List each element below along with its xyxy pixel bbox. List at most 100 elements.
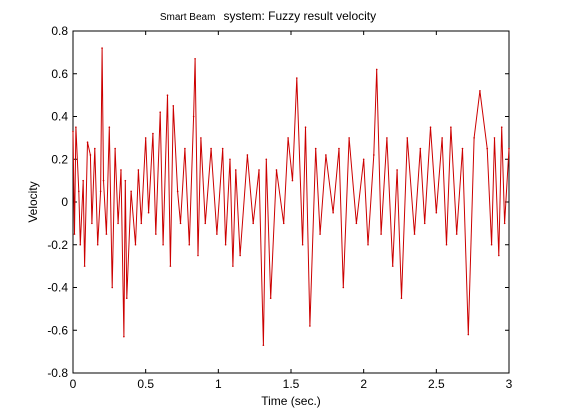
data-point [120,169,122,171]
data-point [498,254,500,257]
data-point [441,137,443,139]
data-point [332,211,334,214]
data-point [269,297,272,299]
data-point [486,147,489,150]
data-point [210,147,212,150]
data-point [101,47,103,49]
x-tick-label: 1 [215,377,222,391]
data-point [111,286,114,289]
y-tick-label: -0.8 [47,366,68,380]
data-point [265,158,268,161]
data-point [348,137,350,139]
x-axis-ticks: 0 0.5 1 1.5 2 2.5 3 [70,31,513,391]
data-point [140,222,143,225]
data-point [493,137,496,139]
data-point [184,147,186,150]
data-point [419,147,422,150]
series-layer [72,47,510,347]
data-point [258,169,260,171]
data-point [429,126,432,128]
data-point [134,243,137,246]
chart-title: Smart Beam system: Fuzzy result velocity [160,7,376,24]
data-point [461,147,464,150]
data-point [152,132,154,135]
y-axis-ticks: -0.8 -0.6 -0.4 -0.2 0 0.2 0.4 0.6 0.8 [47,24,509,380]
data-point [386,137,388,139]
data-point [500,126,503,128]
data-point [155,233,157,235]
y-tick-label: 0.8 [51,24,68,38]
data-point [144,137,147,139]
data-point [102,179,105,182]
data-point [309,325,311,327]
data-point [455,233,458,235]
data-point [105,233,108,235]
data-point [221,147,224,150]
data-point [179,222,182,225]
data-point [89,154,92,156]
data-point [400,297,403,299]
data-point [304,126,307,128]
data-point [355,222,358,225]
chart-title-prefix: Smart Beam [160,12,216,23]
data-point [224,243,227,246]
data-point [291,179,294,182]
data-point [503,222,506,225]
data-point [252,222,255,225]
data-point [234,169,237,171]
data-point [362,158,365,161]
data-point [162,243,164,246]
data-point [490,243,493,246]
x-tick-label: 2.5 [428,377,445,391]
data-point [117,222,119,225]
data-point [262,344,265,347]
data-point [200,137,202,139]
data-point [479,90,481,92]
x-tick-label: 2 [360,377,367,391]
data-point [296,77,298,79]
data-point [99,190,102,193]
data-point [204,222,207,225]
y-tick-label: -0.6 [47,323,68,337]
data-point [172,105,175,107]
data-point [380,233,382,235]
data-point [96,243,99,246]
data-point [319,233,321,235]
data-point [78,190,80,193]
data-point [314,147,317,150]
data-point [194,57,196,60]
plot-area [72,30,510,374]
data-point [301,243,304,246]
data-point [108,126,111,128]
velocity-series-line [72,48,510,346]
data-point [338,147,340,150]
data-point [72,130,74,133]
data-point [391,265,394,267]
x-tick-label: 3 [506,377,513,391]
data-point [282,222,285,225]
data-point [239,254,241,257]
data-point [373,154,375,156]
y-tick-label: 0.6 [51,67,68,81]
data-point [166,94,169,96]
data-point [192,115,195,118]
data-point [450,126,452,128]
data-point [130,190,132,193]
y-tick-label: -0.4 [47,281,68,295]
data-point [342,286,345,289]
data-point [75,126,77,128]
data-point [435,211,438,214]
y-tick-label: 0 [61,195,68,209]
data-point [86,141,89,143]
data-point [73,233,76,235]
y-tick-label: 0.4 [51,110,68,124]
data-point [124,179,127,182]
data-point [79,243,82,246]
data-point [82,179,84,182]
y-tick-label: 0.2 [51,152,68,166]
data-point [91,222,93,225]
data-point [275,169,278,171]
data-point [508,147,510,150]
data-point [176,190,179,193]
